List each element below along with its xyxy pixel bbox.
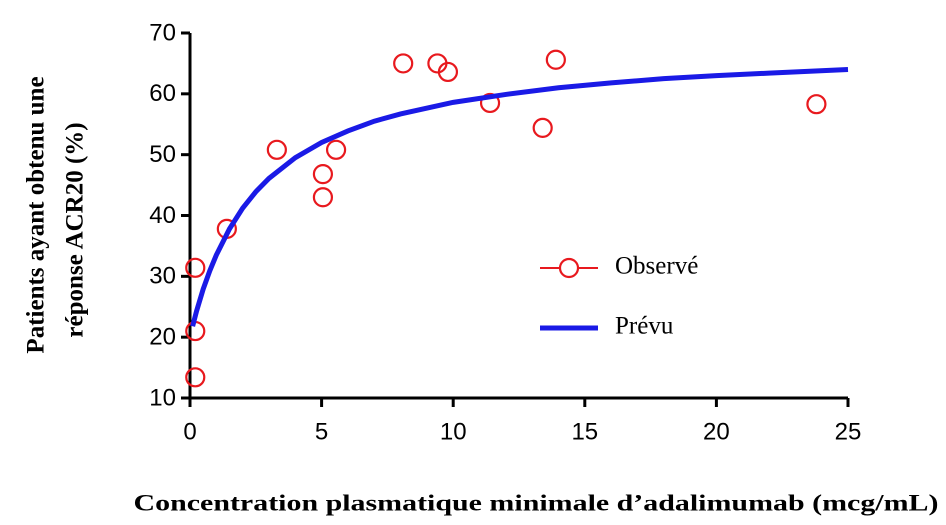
y-tick-label: 20 xyxy=(149,324,176,351)
y-tick-label: 40 xyxy=(149,202,176,229)
data-point xyxy=(479,92,501,114)
x-tick-label: 15 xyxy=(571,418,598,445)
y-axis-title: réponse ACR20 (%) xyxy=(62,122,89,337)
data-point xyxy=(266,139,287,160)
legend-label: Observé xyxy=(615,253,698,280)
legend-label: Prévu xyxy=(615,313,674,340)
y-tick-label: 60 xyxy=(149,80,176,107)
data-point xyxy=(312,164,334,185)
x-tick-label: 0 xyxy=(183,418,196,445)
data-point xyxy=(545,49,566,70)
data-point xyxy=(393,53,414,74)
y-tick-label: 50 xyxy=(149,141,176,168)
data-point xyxy=(437,61,459,83)
y-tick-label: 10 xyxy=(149,384,176,411)
legend-swatch xyxy=(558,257,580,279)
data-point xyxy=(312,187,334,208)
data-point xyxy=(532,117,553,139)
x-tick-label: 10 xyxy=(440,418,467,445)
data-point xyxy=(325,139,347,160)
x-tick-label: 20 xyxy=(703,418,730,445)
x-axis-title: Concentration plasmatique minimale d’ada… xyxy=(134,490,939,515)
y-tick-label: 30 xyxy=(149,263,176,290)
fit-line xyxy=(190,67,849,327)
data-point xyxy=(185,257,206,278)
data-point xyxy=(806,94,827,115)
x-tick-label: 25 xyxy=(835,418,862,445)
x-tick-label: 5 xyxy=(315,418,328,445)
y-axis-title: Patients ayant obtenu une xyxy=(23,76,50,353)
data-point xyxy=(185,367,206,388)
y-tick-label: 70 xyxy=(149,19,176,46)
